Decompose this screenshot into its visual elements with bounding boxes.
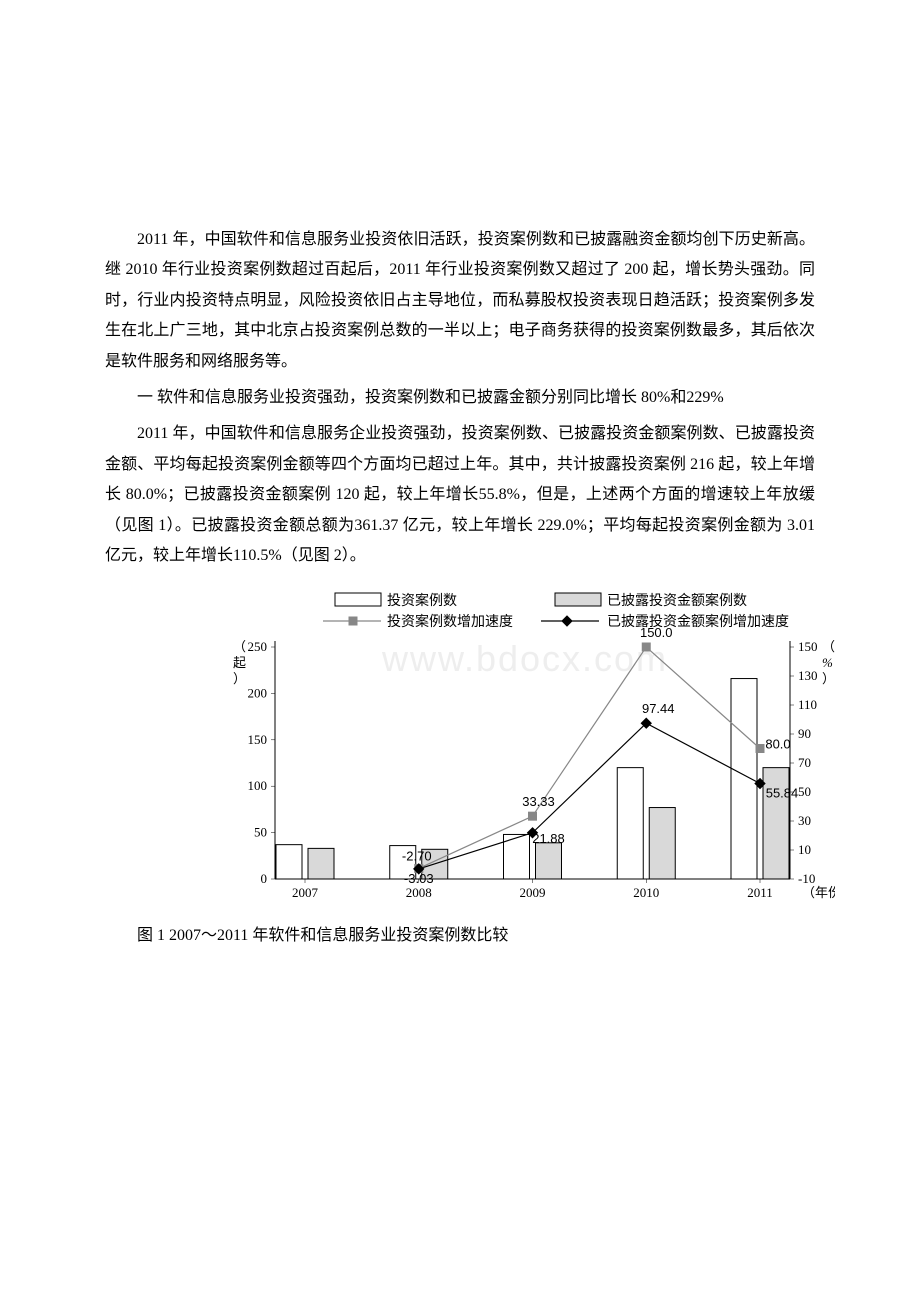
paragraph-1: 2011 年，中国软件和信息服务业投资依旧活跃，投资案例数和已披露融资金额均创下… xyxy=(105,225,815,377)
svg-text:2010: 2010 xyxy=(633,885,659,900)
chart-svg: www.bdocx.com 投资案例数 已披露投资金额案例数投资案例数增加速度 已披露… xyxy=(215,589,835,909)
svg-text:110: 110 xyxy=(798,697,817,712)
svg-text:-2.70: -2.70 xyxy=(402,849,432,864)
svg-text:已披露投资金额案例数: 已披露投资金额案例数 xyxy=(607,592,747,609)
svg-text:）: ） xyxy=(822,671,835,686)
svg-text:2009: 2009 xyxy=(520,885,546,900)
svg-text:200: 200 xyxy=(248,686,268,701)
svg-text:10: 10 xyxy=(798,842,811,857)
svg-text:97.44: 97.44 xyxy=(642,702,675,717)
svg-text:130: 130 xyxy=(798,668,818,683)
svg-text:2008: 2008 xyxy=(406,885,432,900)
svg-text:50: 50 xyxy=(798,784,811,799)
chart-figure-1: www.bdocx.com 投资案例数 已披露投资金额案例数投资案例数增加速度 已披露… xyxy=(215,589,835,909)
svg-text:起: 起 xyxy=(233,655,246,670)
svg-text:30: 30 xyxy=(798,813,811,828)
svg-text:（: （ xyxy=(233,639,246,654)
svg-text:33.33: 33.33 xyxy=(522,794,555,809)
svg-text:21.88: 21.88 xyxy=(532,831,565,846)
chart-caption: 图 1 2007～2011 年软件和信息服务业投资案例数比较 xyxy=(105,921,815,951)
svg-text:-10: -10 xyxy=(798,871,815,886)
svg-text:100: 100 xyxy=(248,778,268,793)
svg-text:（: （ xyxy=(822,639,835,654)
paragraph-3: 2011 年，中国软件和信息服务企业投资强劲，投资案例数、已披露投资金额案例数、… xyxy=(105,419,815,571)
svg-text:2011: 2011 xyxy=(747,885,773,900)
paragraph-2-heading: 一 软件和信息服务业投资强劲，投资案例数和已披露金额分别同比增长 80%和229… xyxy=(105,383,815,413)
svg-text:80.0: 80.0 xyxy=(765,737,790,752)
svg-text:%: % xyxy=(822,655,833,670)
svg-text:55.84: 55.84 xyxy=(766,786,799,801)
svg-text:90: 90 xyxy=(798,726,811,741)
svg-text:投资案例数增加速度: 投资案例数增加速度 xyxy=(387,613,513,630)
svg-text:2007: 2007 xyxy=(292,885,319,900)
svg-text:www.bdocx.com: www.bdocx.com xyxy=(381,638,668,679)
svg-text:250: 250 xyxy=(248,639,268,654)
svg-text:70: 70 xyxy=(798,755,811,770)
svg-text:150: 150 xyxy=(248,732,268,747)
svg-text:-3.03: -3.03 xyxy=(404,871,434,886)
svg-text:150.0: 150.0 xyxy=(640,625,673,640)
svg-text:投资案例数: 投资案例数 xyxy=(387,592,457,609)
svg-text:已披露投资金额案例增加速度: 已披露投资金额案例增加速度 xyxy=(607,613,789,630)
svg-text:（年份）: （年份） xyxy=(802,885,835,900)
svg-text:50: 50 xyxy=(254,825,267,840)
svg-text:）: ） xyxy=(233,671,246,686)
svg-text:0: 0 xyxy=(261,871,268,886)
svg-text:150: 150 xyxy=(798,639,818,654)
